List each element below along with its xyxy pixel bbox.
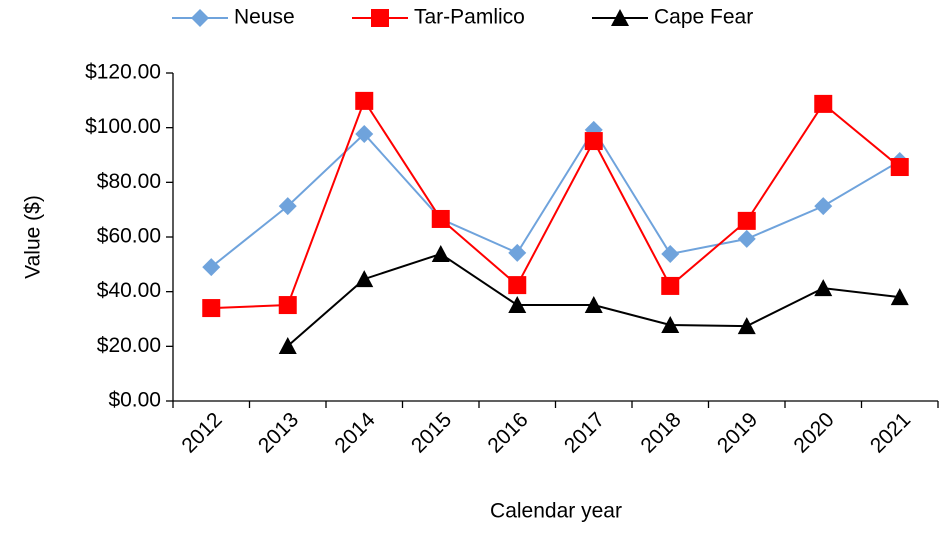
x-tick-label: 2018 — [636, 408, 685, 457]
marker — [202, 299, 221, 318]
legend-label: Cape Fear — [654, 6, 753, 29]
series-line — [210, 127, 901, 268]
x-tick-label: 2016 — [483, 408, 532, 457]
marker — [814, 94, 833, 113]
marker — [890, 158, 909, 177]
marker — [355, 124, 374, 143]
marker — [890, 288, 909, 306]
marker — [278, 197, 297, 216]
x-axis-title: Calendar year — [490, 500, 622, 523]
y-tick-label: $40.00 — [97, 279, 161, 302]
marker — [191, 9, 209, 27]
y-tick-label: $120.00 — [85, 61, 161, 84]
legend-label: Tar-Pamlico — [414, 6, 525, 29]
legend-label: Neuse — [234, 6, 295, 29]
marker — [661, 276, 680, 295]
marker — [278, 296, 297, 315]
x-tick-label: 2013 — [254, 408, 303, 457]
marker — [371, 9, 389, 27]
x-tick-label: 2015 — [407, 408, 456, 457]
y-tick-label: $20.00 — [97, 334, 161, 357]
x-tick-label: 2017 — [560, 408, 609, 457]
marker — [508, 296, 527, 314]
marker — [355, 91, 374, 110]
y-tick-label: $60.00 — [97, 225, 161, 248]
x-tick-label: 2021 — [866, 408, 915, 457]
y-tick-label: $100.00 — [85, 115, 161, 138]
marker — [611, 9, 629, 26]
marker — [737, 229, 756, 248]
y-axis-title: Value ($) — [22, 195, 45, 279]
marker — [737, 317, 756, 335]
x-tick-label: 2012 — [177, 408, 226, 457]
marker — [661, 244, 680, 263]
series-line — [211, 98, 901, 310]
marker — [431, 209, 450, 228]
x-tick-label: 2019 — [713, 408, 762, 457]
marker — [202, 258, 221, 277]
marker — [814, 197, 833, 216]
y-tick-label: $80.00 — [97, 170, 161, 193]
marker — [508, 276, 527, 295]
marker — [431, 244, 450, 262]
marker — [508, 243, 527, 262]
x-tick-label: 2014 — [330, 408, 380, 458]
marker — [278, 337, 297, 355]
marker — [737, 211, 756, 230]
marker — [355, 270, 374, 288]
marker — [584, 132, 603, 151]
marker — [661, 316, 680, 334]
marker — [584, 296, 603, 314]
y-tick-label: $0.00 — [108, 389, 161, 412]
x-tick-label: 2020 — [789, 408, 838, 457]
marker — [814, 279, 833, 297]
